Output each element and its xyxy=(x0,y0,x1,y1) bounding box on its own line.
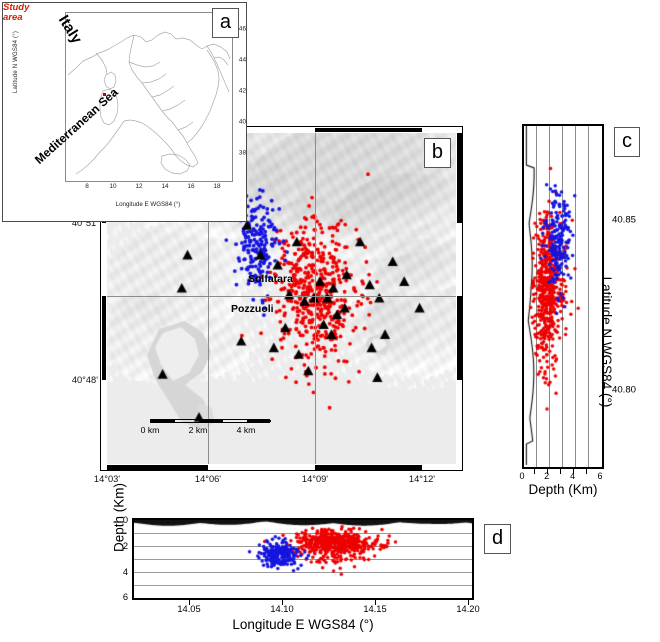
panel-c-xtickmark-4 xyxy=(572,469,574,474)
panel-a-xtick-10: 10 xyxy=(109,183,117,190)
panel-c-scatter-canvas xyxy=(524,126,602,467)
panel-d-ytick-6: 6 xyxy=(122,592,128,602)
map-label-solfatara: Solfatara xyxy=(248,273,293,285)
panel-b-xtick-1409: 14°09' xyxy=(301,474,329,484)
panel-c-xtickmark-5 xyxy=(585,469,587,474)
panel-d-xtick-1405: 14.05 xyxy=(177,604,201,614)
panel-a-xtick-12: 12 xyxy=(135,183,143,190)
panel-b-xtick-1412: 14°12' xyxy=(408,474,436,484)
panel-c-xtickmark-1 xyxy=(533,469,535,474)
panel-b-xtick-1403: 14°03' xyxy=(93,474,121,484)
panel-c-xtickmark-3 xyxy=(559,469,561,474)
panel-b-epicenter-map: Campi Flegrei Solfatara Pozzuoli 0 km 2 … xyxy=(72,126,463,484)
panel-a-location-map: 46 44 42 40 38 8 10 12 14 16 18 Latitude… xyxy=(2,2,247,222)
scale-bar: 0 km 2 km 4 km xyxy=(141,419,271,437)
panel-d-ylabel: Depth (Km) xyxy=(111,482,127,553)
annotation-study-area-line2: area xyxy=(3,12,23,23)
panel-c-xlabel: Depth (Km) xyxy=(528,482,598,497)
panel-a-ytick-40: 40 xyxy=(238,118,246,126)
panel-d-xtick-1420: 14.20 xyxy=(456,604,480,614)
panel-b-ytick-4051: 40°51' xyxy=(71,218,98,228)
annotation-study-area-line1: Study xyxy=(3,2,30,13)
frame-band-right xyxy=(456,126,463,471)
panel-c-ylabel: Latitude N WGS84 (°) xyxy=(599,276,614,408)
panel-b-xtick-1406: 14°06' xyxy=(194,474,222,484)
panel-d-xtick-1415: 14.15 xyxy=(363,604,387,614)
panel-a-xtick-16: 16 xyxy=(187,183,195,190)
panel-d-xtickmark-1420 xyxy=(468,600,469,605)
panel-a-ytick-46: 46 xyxy=(238,25,246,33)
panel-letter-c: c xyxy=(614,127,640,157)
panel-c-xtick-6: 6 xyxy=(597,471,603,481)
panel-a-ytick-44: 44 xyxy=(238,56,246,64)
panel-d-xlabel: Longitude E WGS84 (°) xyxy=(232,617,374,632)
panel-c-ytick-4085: 40.85 xyxy=(612,214,637,226)
panel-d-plotbox xyxy=(132,518,474,600)
map-basemap xyxy=(107,133,456,464)
panel-d-ytick-0: 0 xyxy=(122,515,128,525)
scale-bar-label-2: 2 km xyxy=(188,425,208,435)
panel-c-ytick-4080: 40.80 xyxy=(612,384,637,396)
panel-letter-d: d xyxy=(484,524,512,554)
panel-c-xtick-0: 0 xyxy=(519,471,525,481)
panel-b-ytick-4048: 40°48' xyxy=(71,375,98,385)
panel-a-xtick-14: 14 xyxy=(161,183,169,190)
panel-a-ylabel: Latitude N WGS84 (°) xyxy=(13,30,19,94)
frame-band-bottom xyxy=(100,464,463,471)
panel-a-xlabel: Longitude E WGS84 (°) xyxy=(115,201,181,208)
panel-d-ytick-2: 2 xyxy=(122,540,128,551)
panel-d-ytick-4: 4 xyxy=(122,566,128,577)
scale-bar-label-4: 4 km xyxy=(236,425,256,435)
panel-c-xtick-2: 2 xyxy=(544,471,550,481)
annotation-study-area: Study area xyxy=(3,3,246,23)
panel-letter-b: b xyxy=(423,138,451,168)
scale-bar-label-0: 0 km xyxy=(140,425,160,435)
panel-c-plotbox xyxy=(522,124,604,469)
panel-a-ytick-42: 42 xyxy=(238,87,246,95)
panel-d-xtick-1410: 14.10 xyxy=(270,604,294,614)
graticule-horizontal-1 xyxy=(107,296,456,297)
panel-d-longitude-depth-section: 0 2 4 6 14.05 14.10 14.15 14.20 Depth (K… xyxy=(112,483,512,632)
panel-d-scatter-canvas xyxy=(134,520,472,598)
panel-d-xtickmark-1410 xyxy=(282,600,283,605)
map-label-pozzuoli: Pozzuoli xyxy=(231,303,274,315)
graticule-vertical-1 xyxy=(208,133,209,464)
italy-map-plotbox xyxy=(65,12,233,182)
panel-c-depth-latitude-section: 0 2 4 6 40.85 40.80 Latitude N WGS84 (°)… xyxy=(519,124,640,497)
panel-d-xtickmark-1405 xyxy=(189,600,190,605)
scale-bar-graphic xyxy=(150,419,271,423)
panel-c-xtick-4: 4 xyxy=(570,471,576,481)
panel-a-xtick-8: 8 xyxy=(85,183,89,190)
italy-coastline-svg xyxy=(67,31,231,175)
study-area-marker-icon xyxy=(103,93,106,96)
panel-d-xtickmark-1415 xyxy=(375,600,376,605)
panel-a-ytick-38: 38 xyxy=(238,149,246,157)
panel-c-xtickmark-2 xyxy=(546,469,548,474)
graticule-vertical-2 xyxy=(315,133,316,464)
panel-a-xtick-18: 18 xyxy=(213,183,221,190)
panel-letter-a: a xyxy=(211,8,239,38)
